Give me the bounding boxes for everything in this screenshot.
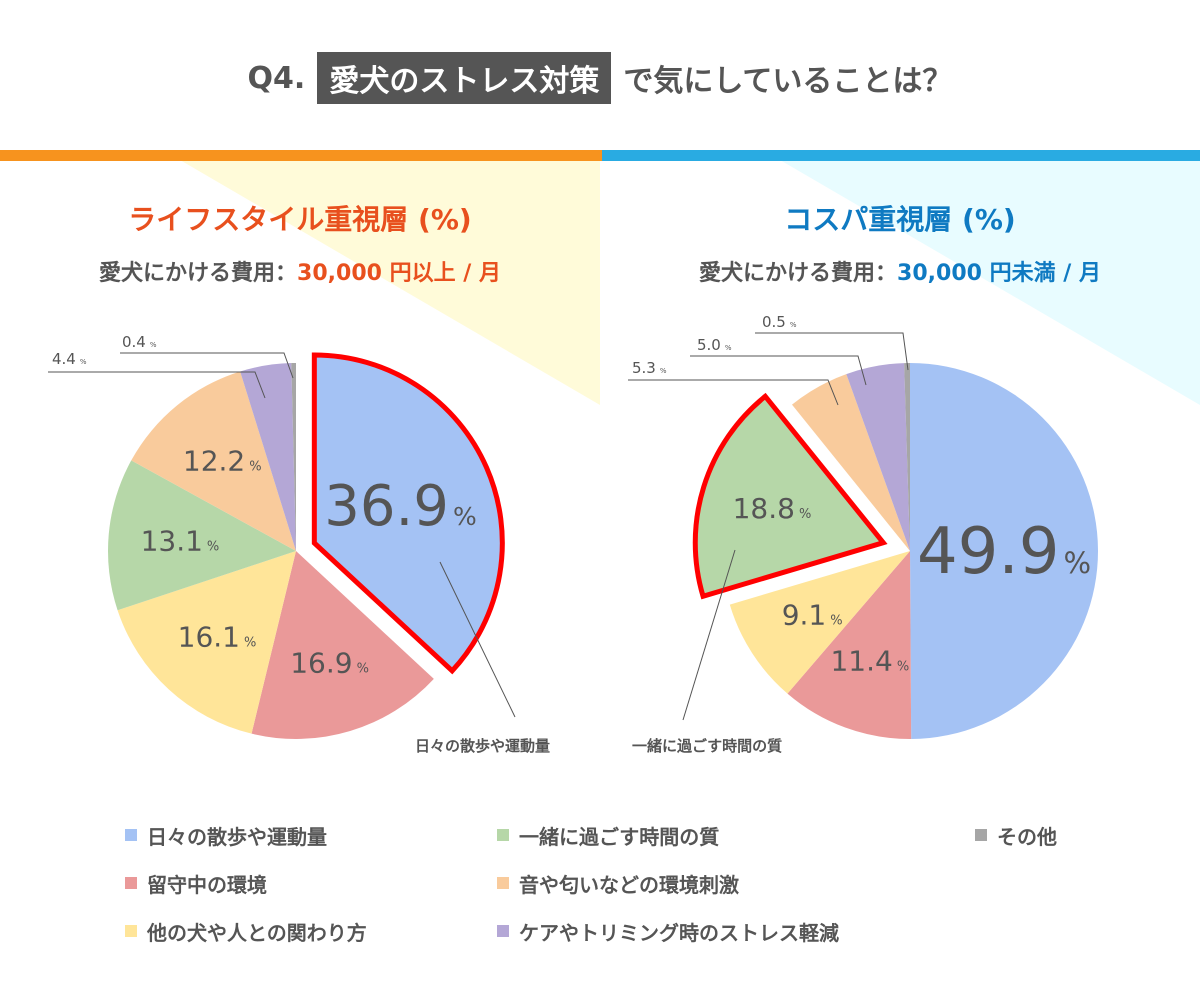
subtitle-value: 30,000 円以上 / 月	[297, 261, 501, 286]
legend-swatch	[497, 925, 509, 937]
pie-slice	[692, 392, 888, 600]
data-label: 5.0%	[697, 336, 732, 354]
legend-label: 日々の散歩や運動量	[147, 824, 327, 849]
legend-swatch	[497, 877, 509, 889]
data-label: 11.4%	[830, 644, 909, 677]
right-chart-title: コスパ重視層 (%)	[784, 203, 1016, 236]
legend: 日々の散歩や運動量 一緒に過ごす時間の質 その他 留守中の環境 音や匂いなどの環…	[125, 822, 1175, 945]
pie-slice	[787, 551, 912, 739]
legend-item: 日々の散歩や運動量	[125, 822, 497, 849]
data-label: 49.9%	[917, 515, 1091, 589]
subtitle-prefix: 愛犬にかける費用：	[699, 261, 898, 286]
data-label: 36.9%	[324, 474, 476, 539]
callout-line	[439, 561, 516, 718]
callout-label: 日々の散歩や運動量	[415, 737, 550, 755]
title-prefix: Q4.	[247, 60, 306, 96]
callout-label: 一緒に過ごす時間の質	[632, 737, 782, 755]
legend-label: ケアやトリミング時のストレス軽減	[519, 920, 839, 945]
data-label: 4.4%	[52, 350, 87, 368]
leader-line	[690, 355, 867, 386]
leader-line	[48, 371, 266, 399]
title-highlight: 愛犬のストレス対策	[317, 52, 612, 104]
legend-swatch	[125, 925, 137, 937]
legend-item: 留守中の環境	[125, 870, 497, 897]
subtitle-value: 30,000 円未満 / 月	[897, 261, 1101, 286]
legend-item: 他の犬や人との関わり方	[125, 918, 497, 945]
data-label: 0.4%	[122, 333, 157, 351]
left-orange-bar	[0, 150, 602, 161]
legend-label: 留守中の環境	[147, 872, 267, 897]
data-label: 5.3%	[632, 359, 667, 377]
legend-swatch	[125, 877, 137, 889]
leader-line	[755, 332, 909, 371]
pie-slice	[311, 352, 505, 675]
left-background-triangle	[180, 160, 600, 405]
page-title: Q4. 愛犬のストレス対策 で気にしていることは？	[0, 52, 1200, 104]
data-label: 12.2%	[183, 445, 262, 478]
legend-item: その他	[975, 822, 1175, 849]
legend-swatch	[975, 829, 987, 841]
pie-slice	[846, 363, 910, 551]
data-label: 13.1%	[141, 524, 220, 557]
legend-item: 音や匂いなどの環境刺激	[497, 870, 975, 897]
callout-line	[682, 549, 736, 721]
left-chart-subtitle: 愛犬にかける費用：30,000 円以上 / 月	[0, 255, 600, 287]
left-chart-title: ライフスタイル重視層 (%)	[128, 203, 472, 236]
right-chart-subtitle: 愛犬にかける費用：30,000 円未満 / 月	[600, 255, 1200, 287]
pie-slice	[910, 363, 1098, 739]
data-label: 16.1%	[178, 621, 257, 654]
data-label: 18.8%	[733, 492, 812, 525]
pie-slice	[791, 374, 910, 551]
legend-label: その他	[997, 824, 1057, 849]
pie-slice	[251, 551, 434, 739]
legend-label: 他の犬や人との関わり方	[147, 920, 367, 945]
legend-label: 一緒に過ごす時間の質	[519, 824, 720, 849]
pie-slice	[117, 551, 297, 734]
data-label: 16.9%	[290, 647, 369, 680]
subtitle-prefix: 愛犬にかける費用：	[99, 261, 298, 286]
legend-item: ケアやトリミング時のストレス軽減	[497, 918, 975, 945]
leader-line	[120, 352, 294, 379]
pie-slice	[291, 363, 296, 551]
pie-slice	[131, 371, 296, 551]
right-background-triangle	[780, 160, 1200, 405]
title-suffix: で気にしていることは？	[623, 64, 953, 99]
legend-label: 音や匂いなどの環境刺激	[519, 872, 739, 897]
pie-slice	[107, 460, 296, 611]
leader-line	[628, 379, 839, 406]
pie-slice	[240, 363, 296, 551]
pie-slice	[729, 551, 910, 694]
legend-swatch	[125, 829, 137, 841]
pie-slice	[904, 363, 910, 551]
right-blue-bar	[602, 150, 1200, 161]
legend-empty	[975, 870, 1175, 896]
legend-swatch	[497, 829, 509, 841]
data-label: 0.5%	[762, 313, 797, 331]
data-label: 9.1%	[782, 598, 843, 631]
legend-item: 一緒に過ごす時間の質	[497, 822, 975, 849]
